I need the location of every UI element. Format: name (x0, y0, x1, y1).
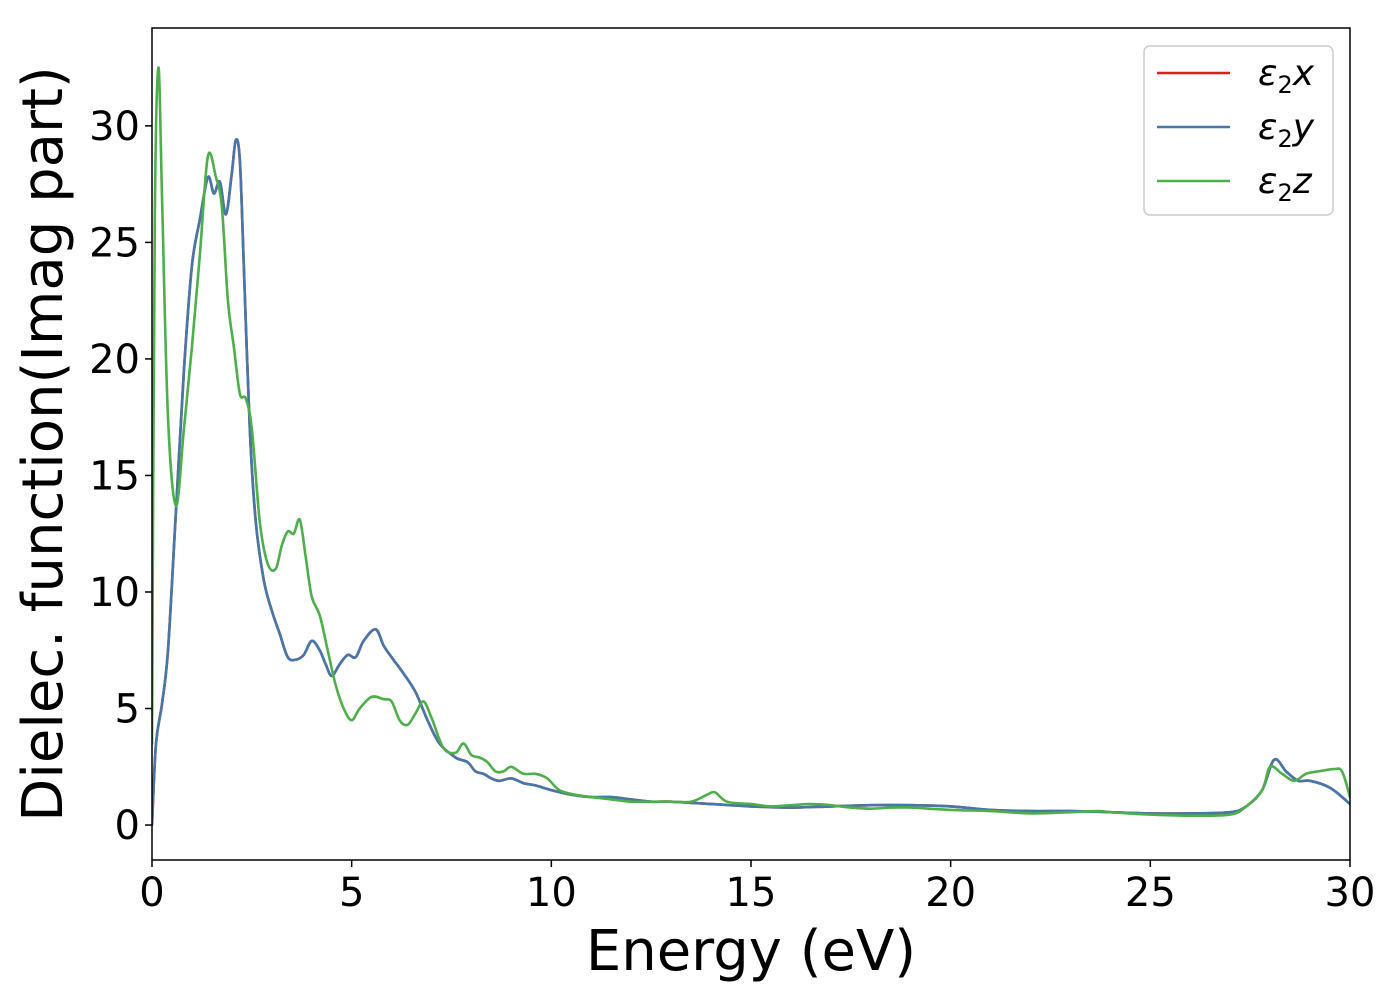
y-axis-label: Dielec. function(Imag part) (11, 66, 76, 822)
x-tick-label: 25 (1125, 870, 1176, 916)
x-tick-label: 0 (139, 870, 164, 916)
x-axis-label: Energy (eV) (586, 919, 916, 984)
y-axis-ticks: 0 5 10 15 20 25 30 (89, 104, 152, 849)
x-axis-ticks: 0 5 10 15 20 25 30 (139, 860, 1375, 916)
y-tick-label: 10 (89, 570, 140, 616)
x-tick-label: 15 (726, 870, 777, 916)
legend-label-z: ε2z (1258, 161, 1313, 207)
series-line-z (152, 66, 1350, 818)
legend-label-x: ε2x (1258, 53, 1315, 99)
legend-box (1143, 45, 1334, 216)
series-line-y (152, 138, 1350, 827)
y-tick-label: 0 (115, 803, 140, 849)
x-tick-label: 20 (925, 870, 976, 916)
y-tick-label: 20 (89, 337, 140, 383)
y-tick-label: 25 (89, 220, 140, 266)
series-group (152, 66, 1350, 827)
y-tick-label: 15 (89, 453, 140, 499)
y-tick-label: 30 (89, 104, 140, 150)
y-tick-label: 5 (115, 687, 140, 733)
x-tick-label: 5 (339, 870, 364, 916)
x-tick-label: 30 (1325, 870, 1376, 916)
series-line-x (152, 138, 1350, 827)
legend: ε2x ε2y ε2z (1143, 45, 1334, 216)
x-tick-label: 10 (526, 870, 577, 916)
legend-label-y: ε2y (1258, 107, 1315, 153)
